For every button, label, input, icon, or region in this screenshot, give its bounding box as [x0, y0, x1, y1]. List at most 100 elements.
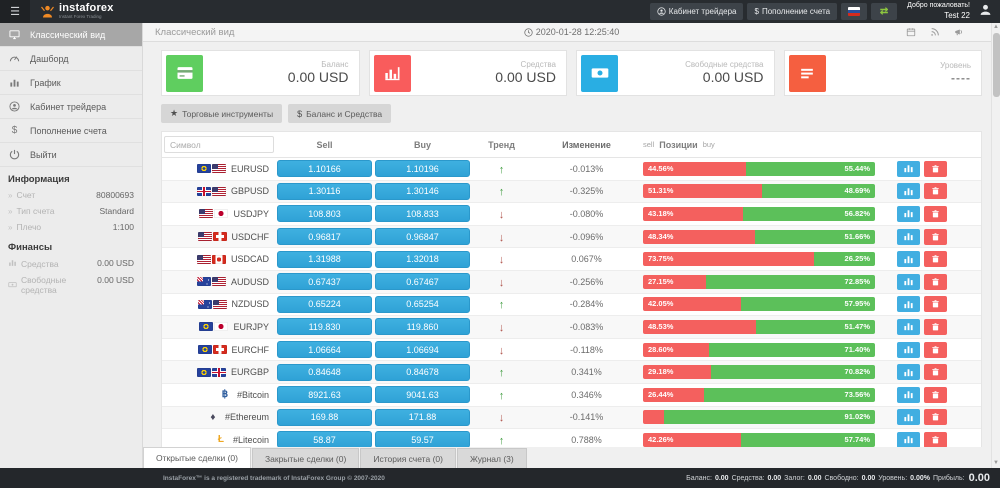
row-delete-button[interactable] [924, 318, 947, 335]
sell-price-button[interactable]: 0.67437 [277, 273, 372, 291]
row-delete-button[interactable] [924, 228, 947, 245]
sell-price-button[interactable]: 108.803 [277, 205, 372, 223]
buy-price-button[interactable]: 1.32018 [375, 250, 470, 268]
deposit-button[interactable]: $ Пополнение счета [747, 3, 838, 20]
user-avatar-icon[interactable] [979, 3, 992, 21]
buy-price-button[interactable]: 1.06694 [375, 341, 470, 359]
row-chart-button[interactable] [897, 183, 920, 200]
buy-price-button[interactable]: 0.84678 [375, 363, 470, 381]
row-delete-button[interactable] [924, 296, 947, 313]
trader-cabinet-button[interactable]: Кабинет трейдера [649, 3, 744, 20]
credit-card-icon [166, 54, 203, 92]
row-chart-button[interactable] [897, 251, 920, 268]
trash-icon [932, 323, 939, 331]
buy-price-button[interactable]: 1.30146 [375, 182, 470, 200]
scroll-down-icon[interactable]: ▼ [993, 460, 999, 466]
sidebar-item-logout[interactable]: Выйти [0, 143, 142, 167]
buy-price-button[interactable]: 1.10196 [375, 160, 470, 178]
row-chart-button[interactable] [897, 160, 920, 177]
language-flag-button[interactable] [841, 3, 868, 20]
bar-chart-icon [904, 368, 913, 376]
row-delete-button[interactable] [924, 341, 947, 358]
symbol-cell: ฿ #Bitcoin [162, 389, 277, 400]
vertical-scrollbar[interactable]: ▲ ▼ [991, 23, 1000, 468]
row-chart-button[interactable] [897, 431, 920, 447]
sidebar-item-chart[interactable]: График [0, 71, 142, 95]
tab-account-history[interactable]: История счета (0) [360, 448, 456, 468]
tab-journal[interactable]: Журнал (3) [456, 448, 527, 468]
sell-price-button[interactable]: 0.65224 [277, 295, 372, 313]
sell-positions-segment: 42.26% [643, 432, 742, 447]
sell-price-button[interactable]: 8921.63 [277, 386, 372, 404]
symbol-filter-input[interactable] [164, 136, 274, 153]
sell-price-button[interactable]: 1.30116 [277, 182, 372, 200]
symbol-flags: ฿ [218, 389, 232, 400]
sidebar-item-classic-view[interactable]: Классический вид [0, 23, 142, 47]
sell-price-button[interactable]: 1.10166 [277, 160, 372, 178]
buy-price-button[interactable]: 59.57 [375, 431, 470, 447]
exchange-arrows-button[interactable]: ⇄ [871, 3, 898, 20]
nz-flag-icon [197, 299, 212, 309]
scrollbar-thumb[interactable] [992, 33, 1000, 97]
row-delete-button[interactable] [924, 273, 947, 290]
row-delete-button[interactable] [924, 431, 947, 447]
buy-price-button[interactable]: 0.65254 [375, 295, 470, 313]
row-delete-button[interactable] [924, 205, 947, 222]
us-flag-icon [196, 254, 211, 264]
row-chart-button[interactable] [897, 296, 920, 313]
row-delete-button[interactable] [924, 364, 947, 381]
row-delete-button[interactable] [924, 386, 947, 403]
hamburger-menu-icon[interactable]: ☰ [0, 0, 30, 23]
rss-icon[interactable] [930, 27, 940, 37]
buy-price-button[interactable]: 171.88 [375, 408, 470, 426]
row-chart-button[interactable] [897, 228, 920, 245]
sell-price-button[interactable]: 0.84648 [277, 363, 372, 381]
buy-price-button[interactable]: 9041.63 [375, 386, 470, 404]
sell-price-button[interactable]: 58.87 [277, 431, 372, 447]
row-delete-button[interactable] [924, 409, 947, 426]
scroll-up-icon[interactable]: ▲ [993, 24, 999, 30]
row-chart-button[interactable] [897, 205, 920, 222]
sell-positions-segment: 42.05% [643, 297, 741, 312]
buy-price-button[interactable]: 108.833 [375, 205, 470, 223]
sidebar-item-deposit[interactable]: $ Пополнение счета [0, 119, 142, 143]
row-delete-button[interactable] [924, 183, 947, 200]
trading-instruments-button[interactable]: ★ Торговые инструменты [161, 104, 283, 123]
row-actions [897, 183, 947, 200]
row-chart-button[interactable] [897, 409, 920, 426]
buy-positions-segment: 71.40% [709, 342, 875, 357]
buy-positions-segment: 26.25% [814, 252, 875, 267]
sell-price-button[interactable]: 0.96817 [277, 228, 372, 246]
sell-price-button[interactable]: 1.31988 [277, 250, 372, 268]
buy-price-button[interactable]: 0.67467 [375, 273, 470, 291]
us-flag-icon [199, 209, 214, 219]
crypto-icon: Ł [217, 434, 225, 446]
table-row: EURCHF 1.06664 1.06694 ↓ -0.118% 28.60% … [162, 339, 981, 362]
sell-price-button[interactable]: 169.88 [277, 408, 372, 426]
row-delete-button[interactable] [924, 251, 947, 268]
megaphone-icon[interactable] [954, 27, 964, 37]
row-chart-button[interactable] [897, 273, 920, 290]
bar-chart-icon [373, 54, 411, 92]
russia-flag-icon [848, 7, 861, 16]
tab-open-trades[interactable]: Открытые сделки (0) [143, 447, 251, 468]
sell-price-button[interactable]: 1.06664 [277, 341, 372, 359]
row-chart-button[interactable] [897, 364, 920, 381]
footer-stat-value: 0.00 [861, 474, 876, 482]
row-chart-button[interactable] [897, 318, 920, 335]
monitor-icon [8, 29, 21, 40]
row-delete-button[interactable] [924, 160, 947, 177]
buy-price-button[interactable]: 0.96847 [375, 228, 470, 246]
row-chart-button[interactable] [897, 341, 920, 358]
buy-price-button[interactable]: 119.860 [375, 318, 470, 336]
row-chart-button[interactable] [897, 386, 920, 403]
tab-closed-trades[interactable]: Закрытые сделки (0) [251, 448, 360, 468]
calendar-icon[interactable] [906, 27, 916, 37]
balance-funds-button[interactable]: $ Баланс и Средства [288, 104, 392, 123]
sidebar-item-trader-cabinet[interactable]: Кабинет трейдера [0, 95, 142, 119]
sell-price-button[interactable]: 119.830 [277, 318, 372, 336]
equity-card: Средства 0.00 USD [368, 50, 567, 96]
table-header: Sell Buy Тренд Изменение sell Позиции bu… [162, 132, 981, 158]
change-cell: 0.346% [571, 389, 602, 400]
sidebar-item-dashboard[interactable]: Дашборд [0, 47, 142, 71]
